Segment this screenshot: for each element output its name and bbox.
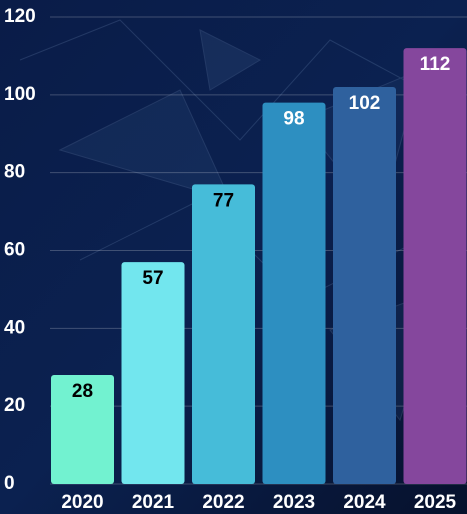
value-label: 112 bbox=[420, 54, 451, 75]
value-label: 98 bbox=[283, 109, 304, 130]
value-label: 102 bbox=[349, 93, 381, 114]
x-tick-label: 2021 bbox=[132, 492, 175, 513]
y-tick-label: 40 bbox=[4, 317, 25, 338]
x-tick-label: 2025 bbox=[414, 492, 457, 513]
bar bbox=[403, 48, 467, 485]
x-tick-label: 2023 bbox=[273, 492, 315, 513]
y-tick-label: 0 bbox=[4, 473, 15, 494]
y-tick-label: 120 bbox=[4, 6, 36, 27]
x-tick-label: 2024 bbox=[343, 492, 386, 513]
y-tick-label: 100 bbox=[4, 84, 36, 105]
bar bbox=[333, 87, 396, 485]
value-label: 77 bbox=[213, 190, 234, 211]
y-tick-label: 20 bbox=[4, 395, 25, 416]
y-tick-label: 80 bbox=[4, 162, 25, 183]
x-tick-label: 2022 bbox=[202, 492, 244, 513]
x-tick-label: 2020 bbox=[61, 492, 103, 513]
bar bbox=[262, 102, 326, 484]
bar bbox=[121, 262, 185, 484]
value-label: 28 bbox=[72, 381, 93, 402]
y-tick-label: 60 bbox=[4, 240, 25, 261]
bar bbox=[51, 375, 114, 484]
bar bbox=[192, 184, 255, 484]
value-label: 57 bbox=[142, 268, 163, 289]
